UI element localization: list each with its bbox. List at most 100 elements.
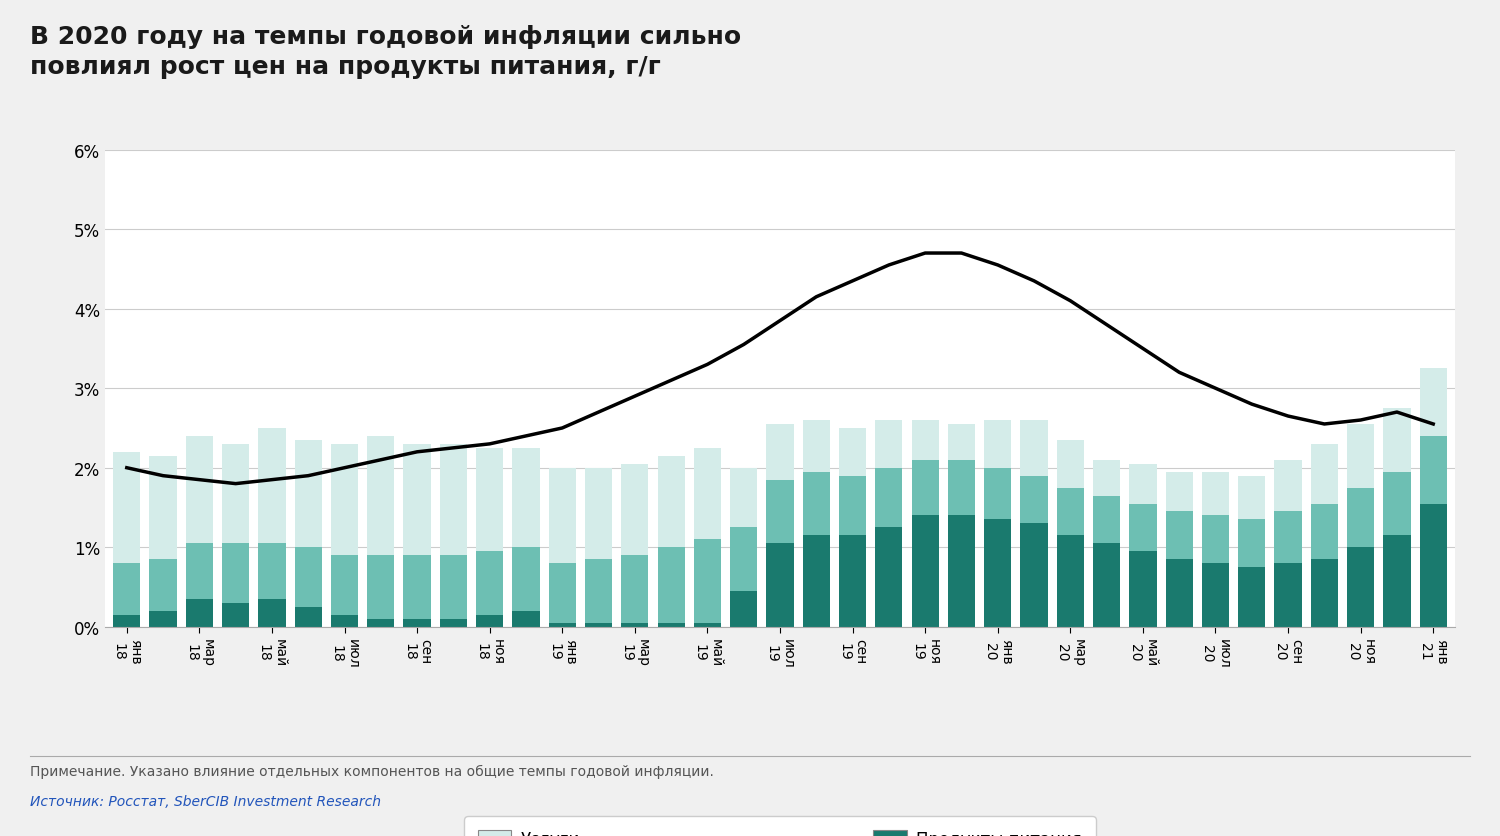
Bar: [657, 548, 684, 623]
Bar: [1130, 552, 1156, 627]
Bar: [1347, 548, 1374, 627]
Bar: [186, 543, 213, 599]
Bar: [1130, 464, 1156, 504]
Bar: [186, 436, 213, 543]
Bar: [802, 536, 830, 627]
Bar: [912, 421, 939, 460]
Bar: [657, 623, 684, 627]
Bar: [912, 461, 939, 516]
Bar: [730, 468, 758, 528]
Bar: [404, 619, 430, 627]
Bar: [984, 468, 1011, 520]
Bar: [112, 615, 141, 627]
Bar: [112, 563, 141, 615]
Bar: [694, 540, 721, 623]
Bar: [404, 555, 430, 619]
Bar: [294, 607, 322, 627]
Bar: [513, 448, 540, 548]
Bar: [585, 623, 612, 627]
Bar: [1020, 477, 1047, 523]
Bar: [368, 555, 394, 619]
Bar: [150, 456, 177, 559]
Bar: [839, 477, 866, 536]
Bar: [1311, 504, 1338, 559]
Bar: [549, 563, 576, 623]
Bar: [440, 444, 466, 555]
Bar: [766, 425, 794, 480]
Bar: [766, 543, 794, 627]
Bar: [876, 421, 903, 468]
Bar: [766, 480, 794, 543]
Bar: [513, 611, 540, 627]
Bar: [258, 429, 285, 543]
Bar: [222, 543, 249, 604]
Bar: [876, 468, 903, 528]
Bar: [440, 555, 466, 619]
Bar: [258, 543, 285, 599]
Bar: [549, 623, 576, 627]
Bar: [1347, 488, 1374, 548]
Bar: [476, 448, 504, 552]
Legend: Услуги, Непродовольственные товары, Продукты питания, Базовый ИПЦ: Услуги, Непродовольственные товары, Прод…: [465, 817, 1095, 836]
Bar: [621, 623, 648, 627]
Bar: [1166, 559, 1192, 627]
Bar: [332, 615, 358, 627]
Bar: [476, 552, 504, 615]
Bar: [1166, 512, 1192, 559]
Bar: [294, 548, 322, 607]
Bar: [368, 436, 394, 555]
Bar: [984, 421, 1011, 468]
Bar: [621, 464, 648, 555]
Bar: [222, 445, 249, 543]
Bar: [258, 599, 285, 627]
Bar: [332, 555, 358, 615]
Bar: [984, 520, 1011, 627]
Bar: [150, 559, 177, 611]
Bar: [332, 444, 358, 555]
Bar: [1347, 425, 1374, 488]
Bar: [1202, 472, 1228, 516]
Bar: [585, 559, 612, 623]
Bar: [1202, 516, 1228, 563]
Text: Источник: Росстат, SberCIB Investment Research: Источник: Росстат, SberCIB Investment Re…: [30, 794, 381, 808]
Bar: [839, 428, 866, 477]
Bar: [476, 615, 504, 627]
Bar: [730, 591, 758, 627]
Bar: [876, 528, 903, 627]
Bar: [839, 536, 866, 627]
Bar: [1275, 460, 1302, 512]
Bar: [1202, 563, 1228, 627]
Bar: [1238, 477, 1266, 520]
Bar: [1419, 436, 1448, 504]
Bar: [1020, 421, 1047, 477]
Bar: [1130, 504, 1156, 552]
Bar: [948, 516, 975, 627]
Bar: [1238, 520, 1266, 568]
Bar: [621, 555, 648, 623]
Bar: [1383, 536, 1410, 627]
Bar: [730, 528, 758, 591]
Bar: [112, 452, 141, 563]
Bar: [150, 611, 177, 627]
Bar: [1238, 568, 1266, 627]
Bar: [1094, 460, 1120, 496]
Bar: [1275, 563, 1302, 627]
Bar: [802, 421, 830, 472]
Bar: [294, 441, 322, 548]
Bar: [802, 472, 830, 536]
Bar: [368, 619, 394, 627]
Text: В 2020 году на темпы годовой инфляции сильно
повлиял рост цен на продукты питани: В 2020 году на темпы годовой инфляции си…: [30, 25, 741, 79]
Bar: [1056, 536, 1084, 627]
Bar: [694, 448, 721, 540]
Bar: [948, 461, 975, 516]
Bar: [186, 599, 213, 627]
Bar: [1094, 496, 1120, 543]
Bar: [1383, 472, 1410, 536]
Bar: [1020, 523, 1047, 627]
Bar: [1166, 472, 1192, 512]
Bar: [1056, 441, 1084, 488]
Bar: [1275, 512, 1302, 563]
Bar: [1419, 369, 1448, 436]
Bar: [912, 516, 939, 627]
Text: Примечание. Указано влияние отдельных компонентов на общие темпы годовой инфляци: Примечание. Указано влияние отдельных ко…: [30, 764, 714, 778]
